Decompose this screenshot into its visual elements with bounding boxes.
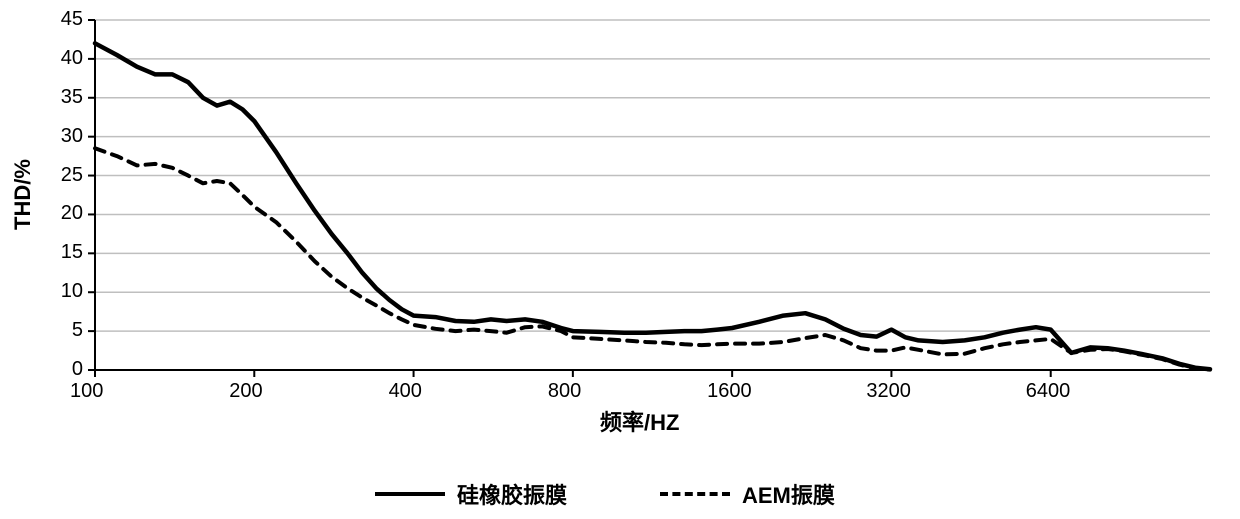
x-tick-label: 800	[548, 380, 581, 403]
line-chart	[0, 0, 1240, 519]
legend-swatch-dashed	[660, 492, 730, 496]
y-tick-label: 15	[61, 241, 83, 264]
y-tick-label: 45	[61, 8, 83, 31]
x-tick-label: 400	[389, 380, 422, 403]
y-tick-label: 30	[61, 125, 83, 148]
y-tick-label: 35	[61, 86, 83, 109]
chart-container: THD/% 频率/HZ 硅橡胶振膜 AEM振膜 0 5 10 15 20 25 30 35 40…	[0, 0, 1240, 519]
y-tick-label: 5	[72, 319, 83, 342]
x-tick-label: 100	[70, 380, 103, 403]
legend-label-dashed: AEM振膜	[742, 478, 835, 510]
legend-item-solid: 硅橡胶振膜	[375, 478, 567, 510]
x-tick-label: 200	[229, 380, 262, 403]
y-axis-label: THD/%	[10, 159, 36, 230]
legend-item-dashed: AEM振膜	[660, 478, 835, 510]
x-tick-label: 3200	[866, 380, 911, 403]
y-tick-label: 0	[72, 358, 83, 381]
y-tick-label: 25	[61, 164, 83, 187]
legend-swatch-solid	[375, 492, 445, 496]
x-axis-label: 频率/HZ	[600, 405, 679, 437]
y-tick-label: 40	[61, 47, 83, 70]
x-tick-label: 1600	[707, 380, 752, 403]
y-tick-label: 20	[61, 202, 83, 225]
legend-label-solid: 硅橡胶振膜	[457, 478, 567, 510]
y-tick-label: 10	[61, 280, 83, 303]
x-tick-label: 6400	[1026, 380, 1071, 403]
